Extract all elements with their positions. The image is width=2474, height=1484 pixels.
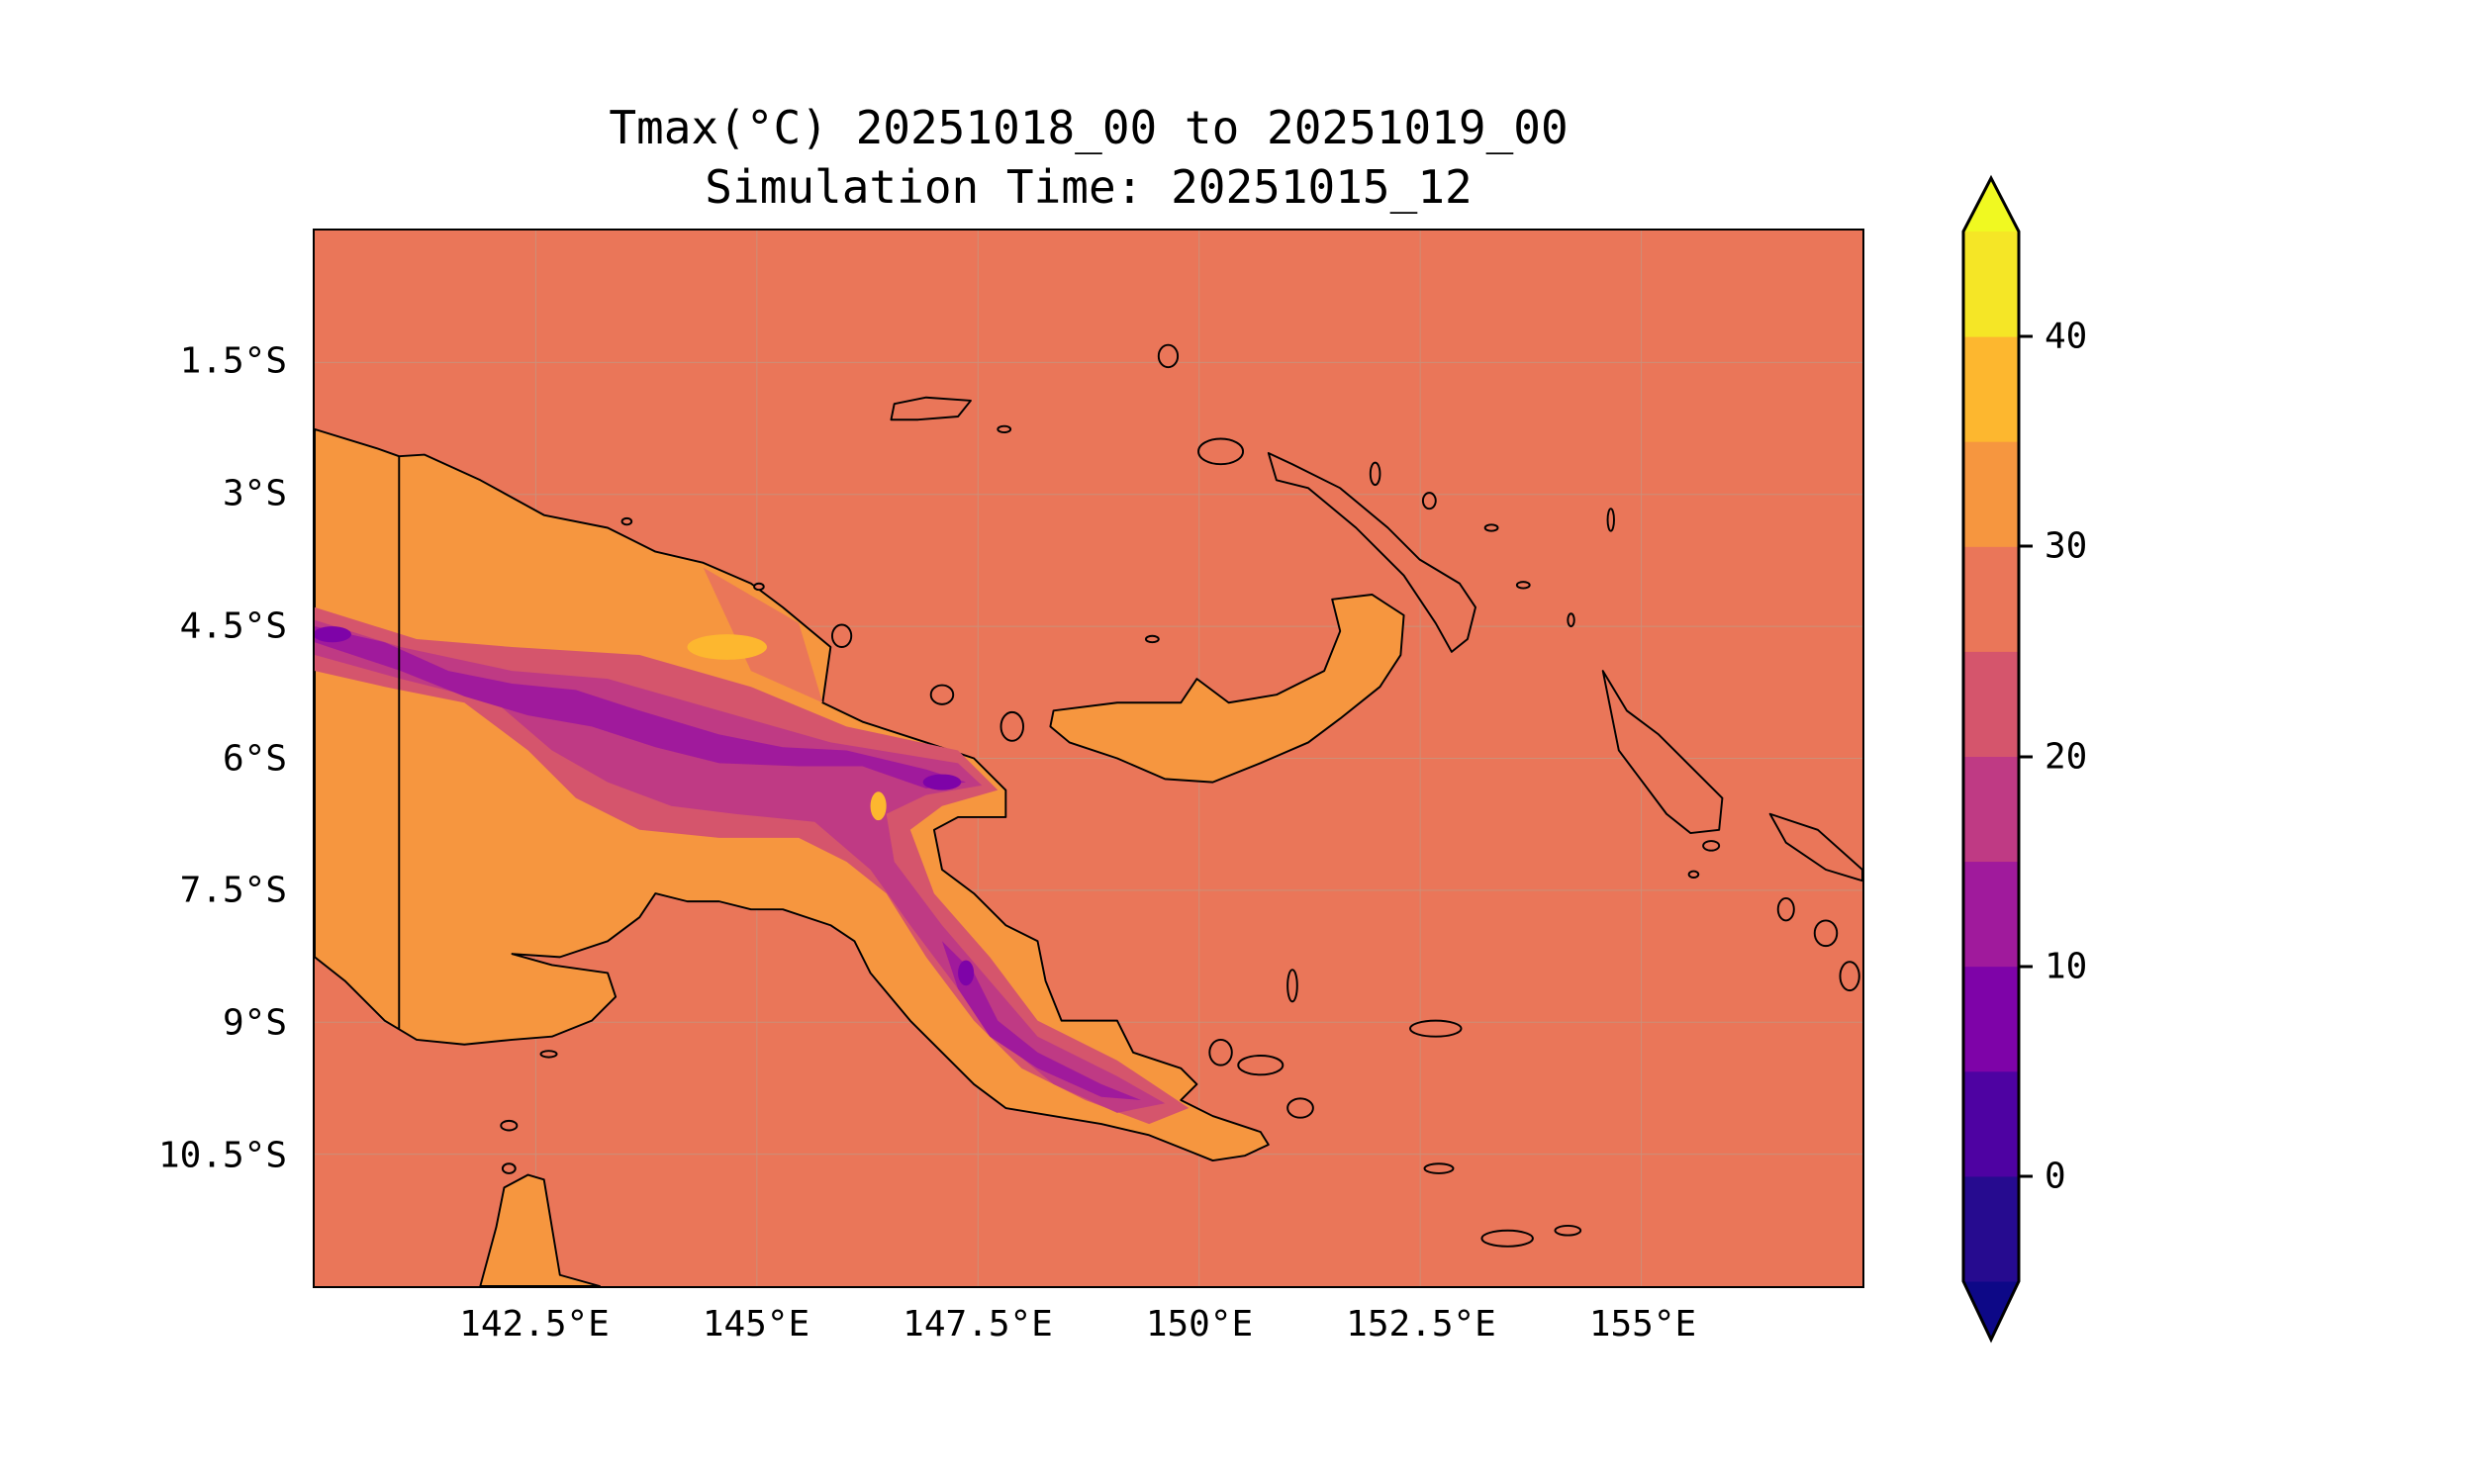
y-tick-label: 1.5°S <box>179 340 287 382</box>
cape-york <box>479 1173 601 1286</box>
colorbar-segment <box>1963 232 2019 337</box>
colorbar-segment <box>1963 861 2019 968</box>
x-tick-label: 155°E <box>1588 1304 1697 1345</box>
colorbar-tick-mark <box>2019 755 2033 758</box>
x-tick-label: 145°E <box>702 1304 810 1345</box>
y-tick-label: 3°S <box>222 473 287 514</box>
colorbar-tick-label: 10 <box>2045 946 2088 987</box>
y-tick-label: 10.5°S <box>157 1135 287 1176</box>
y-tick-label: 4.5°S <box>179 605 287 647</box>
colorbar-segment <box>1963 966 2019 1072</box>
y-tick-label: 6°S <box>222 738 287 779</box>
y-tick-label: 9°S <box>222 1002 287 1044</box>
colorbar-tick-label: 30 <box>2045 525 2088 567</box>
colorbar-tick-mark <box>2019 965 2033 969</box>
bougainville <box>1601 670 1724 834</box>
colorbar-over-arrow <box>1963 178 2019 232</box>
colorbar-tick-label: 40 <box>2045 316 2088 357</box>
x-tick-label: 150°E <box>1145 1304 1254 1345</box>
coastal-band-25-30 <box>703 567 895 735</box>
manus-island <box>890 396 972 421</box>
x-tick-label: 152.5°E <box>1346 1304 1496 1345</box>
highlands-5-10 <box>315 626 352 643</box>
colorbar-tick-label: 0 <box>2045 1156 2066 1197</box>
warm-spot-35-40 <box>687 634 767 660</box>
colorbar-segment <box>1963 336 2019 442</box>
colorbar-segment <box>1963 441 2019 547</box>
colorbar-tick-mark <box>2019 544 2033 548</box>
x-tick-label: 147.5°E <box>903 1304 1053 1345</box>
highlands-5-10 <box>922 774 962 790</box>
plot-subtitle: Simulation Time: 20251015_12 <box>705 160 1473 214</box>
new-ireland <box>1267 452 1476 653</box>
plot-title: Tmax(°C) 20251018_00 to 20251019_00 <box>609 101 1569 154</box>
new-britain <box>1049 594 1405 784</box>
colorbar-under-arrow <box>1963 1281 2019 1340</box>
colorbar-tick-label: 20 <box>2045 736 2088 777</box>
islands <box>479 343 1862 1286</box>
highlands-10-15-east <box>941 941 1142 1100</box>
highlands-10-15 <box>315 626 967 789</box>
colorbar-tick-mark <box>2019 1174 2033 1178</box>
colorbar-segment <box>1963 1070 2019 1177</box>
map-plot-area <box>313 229 1864 1288</box>
colorbar-tick-mark <box>2019 334 2033 338</box>
temperature-map <box>315 231 1862 1286</box>
colorbar-segment <box>1963 1175 2019 1282</box>
colorbar-segment <box>1963 756 2019 863</box>
y-tick-label: 7.5°S <box>179 870 287 911</box>
warm-spot-35-40 <box>870 791 887 821</box>
colorbar-segment <box>1963 651 2019 757</box>
colorbar <box>1961 174 2021 1344</box>
solomon-islands <box>1768 812 1862 882</box>
colorbar-segment <box>1963 546 2019 652</box>
x-tick-label: 142.5°E <box>459 1304 610 1345</box>
colorbar-outline <box>1961 174 2021 1344</box>
highlands-5-10 <box>958 960 975 986</box>
